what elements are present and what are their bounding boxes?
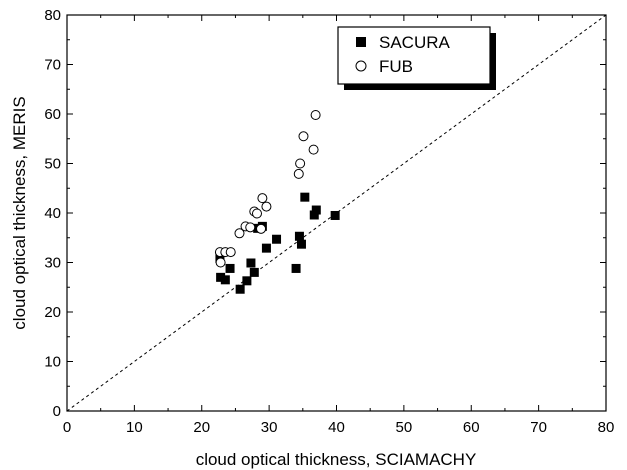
sacura-point (309, 210, 319, 220)
y-tick-label: 40 (44, 205, 61, 222)
x-tick-label: 50 (396, 419, 413, 436)
sacura-point (242, 276, 252, 286)
fub-point (215, 257, 226, 268)
y-tick-label: 70 (44, 57, 61, 74)
sacura-point (294, 231, 304, 241)
fub-point (225, 247, 236, 258)
fub-point (293, 168, 304, 179)
y-axis-ticks: 0 10 20 30 40 50 60 70 80 (44, 7, 606, 420)
y-tick-label: 80 (44, 7, 61, 24)
fub-point (251, 208, 262, 219)
x-tick-label: 60 (463, 419, 480, 436)
sacura-point (291, 263, 301, 273)
x-tick-label: 20 (193, 419, 210, 436)
x-tick-label: 40 (328, 419, 345, 436)
fub-point (295, 158, 306, 169)
fub-point (308, 144, 319, 155)
sacura-point (296, 239, 306, 249)
sacura-point (249, 267, 259, 277)
sacura-point (235, 284, 245, 294)
y-axis-title: cloud optical thickness, MERIS (10, 96, 29, 329)
legend-label-fub: FUB (379, 57, 413, 76)
y-tick-label: 20 (44, 304, 61, 321)
x-tick-label: 70 (530, 419, 547, 436)
x-tick-label: 0 (63, 419, 71, 436)
sacura-point (216, 272, 226, 282)
fub-point (256, 223, 267, 234)
fub-point (298, 131, 309, 142)
y-tick-label: 0 (53, 403, 61, 420)
sacura-point (330, 210, 340, 220)
fub-point (310, 109, 321, 120)
x-tick-label: 80 (598, 419, 615, 436)
sacura-point (246, 258, 256, 268)
sacura-point (220, 275, 230, 285)
legend-marker-sacura (356, 37, 366, 47)
fub-point (234, 228, 245, 239)
series-sacura (215, 192, 340, 294)
sacura-point (261, 243, 271, 253)
sacura-point (225, 263, 235, 273)
sacura-point (272, 234, 282, 244)
x-axis-title: cloud optical thickness, SCIAMACHY (196, 450, 477, 469)
fub-point (257, 193, 268, 204)
x-tick-label: 10 (126, 419, 143, 436)
y-tick-label: 50 (44, 156, 61, 173)
x-axis-ticks: 0 10 20 30 40 50 60 70 80 (63, 15, 615, 436)
sacura-point (311, 205, 321, 215)
series-fub (214, 109, 321, 268)
fub-point (245, 222, 256, 233)
legend-marker-fub (355, 60, 367, 72)
legend-label-sacura: SACURA (379, 33, 451, 52)
fub-point (261, 201, 272, 212)
legend-box (337, 26, 491, 85)
sacura-point (300, 192, 310, 202)
y-tick-label: 60 (44, 106, 61, 123)
y-tick-label: 10 (44, 354, 61, 371)
legend: SACURA FUB (337, 26, 496, 90)
x-tick-label: 30 (261, 419, 278, 436)
y-tick-label: 30 (44, 255, 61, 272)
